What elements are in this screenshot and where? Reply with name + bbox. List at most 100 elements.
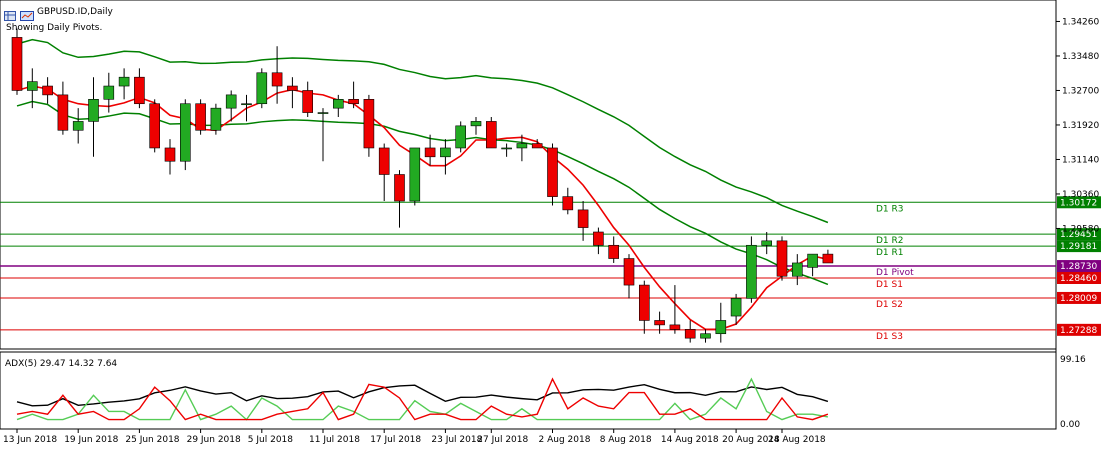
pivot-label: D1 S3 (876, 332, 903, 342)
candle-body (57, 94, 69, 131)
time-tick-label: 29 Jun 2018 (187, 435, 241, 445)
candle-body (593, 231, 604, 246)
time-tick-label: 24 Aug 2018 (768, 435, 826, 445)
time-tick-label: 14 Aug 2018 (661, 435, 719, 445)
indicator-label: ADX(5) 29.47 14.32 7.64 (5, 359, 117, 369)
candle-body (485, 121, 497, 149)
time-tick-label: 13 Jun 2018 (3, 435, 57, 445)
upper-band-line (16, 38, 829, 224)
candle-body (547, 147, 558, 197)
candles (11, 28, 834, 343)
pivot-lines: D1 R3 1.30172 D1 R2 1.29451 D1 R1 1.29181 D1 P… (0, 196, 1101, 342)
candle-body (623, 258, 635, 286)
candle-body (271, 72, 283, 87)
price-axis: 1.34260 1.33480 1.32700 1.31920 1.31140 1.303… (1056, 17, 1099, 234)
indicator-scale-bottom: 0.00 (1060, 420, 1080, 430)
candle-body (11, 37, 23, 91)
candle-body (287, 85, 298, 91)
candle-body (715, 320, 727, 335)
candle-body (332, 99, 344, 109)
candle-body (348, 99, 359, 105)
time-tick-label: 17 Jul 2018 (370, 435, 421, 445)
pivot-label: D1 S2 (876, 300, 903, 310)
candle-body (241, 103, 252, 106)
price-tick-label: 1.31140 (1062, 155, 1099, 165)
candle-body (424, 147, 436, 158)
pivot-price-label: 1.27288 (1060, 326, 1097, 336)
chart-window-icon[interactable] (20, 6, 34, 21)
pivot-price-label: 1.29451 (1060, 230, 1097, 240)
time-axis: 13 Jun 2018 19 Jun 2018 25 Jun 2018 29 Jun … (3, 429, 826, 445)
pivot-price-box (1057, 228, 1101, 241)
pivot-price-box (1057, 240, 1101, 253)
adx-main-line (16, 383, 829, 407)
candle-body (210, 107, 222, 131)
candle-body (791, 262, 803, 277)
pivot-price-label: 1.28009 (1060, 294, 1097, 304)
candle-body (761, 240, 773, 246)
candle-body (302, 90, 314, 113)
candle-body (776, 240, 788, 277)
pivot-price-box (1057, 291, 1101, 304)
time-tick-label: 11 Jul 2018 (309, 435, 360, 445)
candle-body (317, 112, 329, 114)
pivot-price-box (1057, 196, 1101, 209)
price-tick-label: 1.34260 (1062, 17, 1099, 27)
minus-di-line (16, 377, 829, 421)
price-tick-label: 1.30360 (1062, 190, 1099, 200)
time-tick-label: 27 Jul 2018 (477, 435, 528, 445)
candle-body (440, 147, 451, 158)
candle-body (807, 253, 818, 268)
candle-body (256, 72, 268, 105)
candle-body (72, 121, 84, 131)
price-tick-label: 1.31920 (1062, 121, 1099, 131)
candle-body (180, 103, 191, 162)
adx-lines (16, 377, 829, 421)
candle-body (378, 147, 390, 175)
candle-body (118, 76, 130, 87)
time-tick-label: 19 Jun 2018 (64, 435, 118, 445)
pivot-price-label: 1.29181 (1060, 242, 1097, 252)
pivot-label: D1 S1 (876, 280, 903, 290)
candle-body (822, 253, 834, 264)
pivot-label: D1 R3 (876, 204, 904, 214)
candle-body (103, 85, 115, 100)
candle-body (195, 103, 206, 131)
candle-body (26, 81, 38, 91)
chart-symbol-title: GBPUSD.ID,Daily (37, 7, 113, 17)
candle-body (470, 121, 482, 127)
time-tick-label: 20 Aug 2018 (722, 435, 780, 445)
candle-body (394, 174, 405, 202)
pivot-price-label: 1.28730 (1060, 262, 1097, 272)
time-tick-label: 2 Aug 2018 (539, 435, 591, 445)
candle-body (225, 94, 237, 109)
candle-body (88, 99, 99, 122)
moving-average (16, 85, 829, 331)
candle-body (134, 76, 145, 105)
time-tick-label: 25 Jun 2018 (125, 435, 179, 445)
time-tick-label: 23 Jul 2018 (431, 435, 482, 445)
pivot-price-box (1057, 260, 1101, 273)
pivot-price-box (1057, 323, 1101, 336)
price-pane[interactable] (0, 0, 1057, 350)
candle-body (455, 125, 467, 149)
time-tick-label: 5 Jul 2018 (248, 435, 293, 445)
candle-body (149, 103, 160, 149)
time-tick-label: 8 Aug 2018 (600, 435, 652, 445)
candle-body (638, 284, 650, 321)
price-tick-label: 1.32700 (1062, 86, 1099, 96)
candle-body (42, 85, 53, 96)
candle-body (577, 209, 589, 228)
candle-body (700, 333, 711, 339)
candle-body (608, 244, 620, 259)
pivot-price-label: 1.30172 (1060, 198, 1097, 208)
plus-di-line (16, 377, 829, 421)
candle-body (669, 324, 681, 330)
candle-body (746, 244, 757, 299)
candle-body (409, 147, 421, 202)
candle-body (684, 329, 696, 339)
chart-grid-icon[interactable] (4, 6, 16, 21)
indicator-scale-top: 99.16 (1060, 355, 1086, 365)
candle-body (531, 143, 543, 149)
